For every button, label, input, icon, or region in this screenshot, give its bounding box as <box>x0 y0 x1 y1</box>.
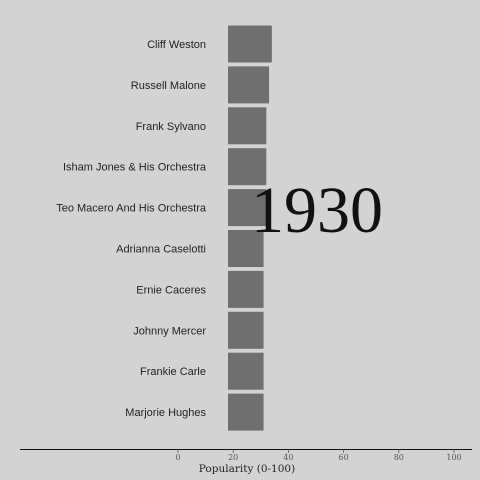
x-tick-label-60: 60 <box>339 453 349 462</box>
year-annotation: 1930 <box>251 174 383 247</box>
bar-adrianna-caselotti <box>228 230 264 267</box>
x-tick-label-100: 100 <box>446 453 461 462</box>
x-axis-title: Popularity (0-100) <box>199 463 295 475</box>
bar-ernie-caceres <box>228 270 264 308</box>
x-tick-label-80: 80 <box>394 453 404 462</box>
category-label-johnny-mercer: Johnny Mercer <box>133 325 206 337</box>
bars-group <box>228 25 272 431</box>
bar-frankie-carle <box>228 352 264 390</box>
category-label-marjorie-hughes: Marjorie Hughes <box>125 407 206 419</box>
bar-russell-malone <box>228 66 270 104</box>
category-labels: Cliff Weston Russell Malone Frank Sylvano I… <box>56 39 207 419</box>
category-label-isham-jones-his-orchestra: Isham Jones & His Orchestra <box>63 162 207 174</box>
x-tick-label-20: 20 <box>228 453 238 462</box>
bar-teo-macero-and-his-orchestra <box>228 189 267 227</box>
x-tick-label-40: 40 <box>283 453 293 462</box>
category-label-russell-malone: Russell Malone <box>131 80 206 92</box>
bar-cliff-weston <box>228 25 272 63</box>
bar-frank-sylvano <box>228 107 267 145</box>
bar-marjorie-hughes <box>228 393 264 431</box>
x-axis-ticks: 0 20 40 60 80 100 <box>175 449 462 462</box>
category-label-teo-macero-and-his-orchestra: Teo Macero And His Orchestra <box>56 203 207 215</box>
bar-johnny-mercer <box>228 311 264 349</box>
category-label-frank-sylvano: Frank Sylvano <box>136 121 206 133</box>
category-label-adrianna-caselotti: Adrianna Caselotti <box>116 244 206 256</box>
category-label-frankie-carle: Frankie Carle <box>140 366 206 378</box>
category-label-ernie-caceres: Ernie Caceres <box>136 284 206 296</box>
bar-isham-jones-his-orchestra <box>228 148 267 186</box>
x-tick-label-0: 0 <box>175 453 180 462</box>
category-label-cliff-weston: Cliff Weston <box>147 39 206 51</box>
